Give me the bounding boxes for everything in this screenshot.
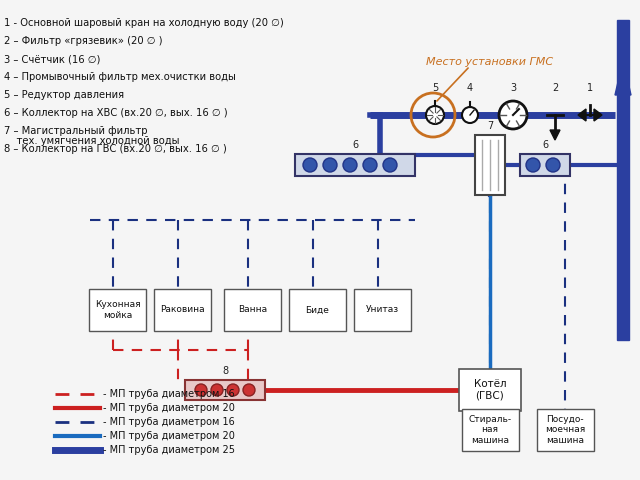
FancyBboxPatch shape (289, 289, 346, 331)
Text: - МП труба диаметром 16: - МП труба диаметром 16 (103, 389, 235, 399)
Bar (617, 20, 629, 340)
Text: 2 – Фильтр «грязевик» (20 ∅ ): 2 – Фильтр «грязевик» (20 ∅ ) (4, 36, 163, 46)
FancyBboxPatch shape (459, 369, 521, 411)
Text: - МП труба диаметром 16: - МП труба диаметром 16 (103, 417, 235, 427)
Text: 5 – Редуктор давления: 5 – Редуктор давления (4, 90, 124, 100)
Text: Место установки ГМС: Место установки ГМС (426, 57, 554, 67)
Circle shape (383, 158, 397, 172)
Circle shape (303, 158, 317, 172)
Text: 6: 6 (542, 140, 548, 150)
Polygon shape (615, 60, 631, 95)
Text: Унитаз: Унитаз (366, 305, 399, 314)
Circle shape (343, 158, 357, 172)
Circle shape (546, 158, 560, 172)
Circle shape (211, 384, 223, 396)
Text: - МП труба диаметром 20: - МП труба диаметром 20 (103, 403, 235, 413)
FancyBboxPatch shape (224, 289, 281, 331)
Text: 2: 2 (552, 83, 558, 93)
Circle shape (195, 384, 207, 396)
Text: тех. умягчения холодной воды: тех. умягчения холодной воды (4, 136, 179, 146)
Text: 4 – Промывочный фильтр мех.очистки воды: 4 – Промывочный фильтр мех.очистки воды (4, 72, 236, 82)
FancyBboxPatch shape (89, 289, 146, 331)
Text: 3: 3 (510, 83, 516, 93)
Text: Котёл
(ГВС): Котёл (ГВС) (474, 379, 506, 401)
Text: Биде: Биде (305, 305, 330, 314)
Polygon shape (550, 130, 560, 140)
Text: - МП труба диаметром 25: - МП труба диаметром 25 (103, 445, 235, 455)
FancyBboxPatch shape (354, 289, 411, 331)
Text: 7: 7 (487, 121, 493, 131)
Text: 6: 6 (352, 140, 358, 150)
Circle shape (227, 384, 239, 396)
Text: Ванна: Ванна (238, 305, 267, 314)
FancyBboxPatch shape (475, 135, 505, 195)
Text: 8 – Коллектор на ГВС (вх.20 ∅, вых. 16 ∅ ): 8 – Коллектор на ГВС (вх.20 ∅, вых. 16 ∅… (4, 144, 227, 154)
Polygon shape (594, 109, 602, 121)
Text: Посудо-
моечная
машина: Посудо- моечная машина (545, 415, 585, 445)
FancyBboxPatch shape (154, 289, 211, 331)
Circle shape (426, 106, 444, 124)
Text: 1: 1 (587, 83, 593, 93)
Text: 6 – Коллектор на ХВС (вх.20 ∅, вых. 16 ∅ ): 6 – Коллектор на ХВС (вх.20 ∅, вых. 16 ∅… (4, 108, 228, 118)
Text: Стираль-
ная
машина: Стираль- ная машина (468, 415, 511, 445)
Circle shape (499, 101, 527, 129)
Text: Раковина: Раковина (160, 305, 205, 314)
FancyBboxPatch shape (520, 154, 570, 176)
Text: - МП труба диаметром 20: - МП труба диаметром 20 (103, 431, 235, 441)
Circle shape (363, 158, 377, 172)
Text: 8: 8 (222, 366, 228, 376)
Text: 7 – Магистральный фильтр: 7 – Магистральный фильтр (4, 126, 147, 136)
Circle shape (323, 158, 337, 172)
FancyBboxPatch shape (185, 380, 265, 400)
FancyBboxPatch shape (536, 409, 593, 451)
FancyBboxPatch shape (461, 409, 518, 451)
Text: 3 – Счётчик (16 ∅): 3 – Счётчик (16 ∅) (4, 54, 100, 64)
Text: 5: 5 (432, 83, 438, 93)
Circle shape (462, 107, 478, 123)
FancyBboxPatch shape (295, 154, 415, 176)
Text: 4: 4 (467, 83, 473, 93)
Circle shape (243, 384, 255, 396)
Polygon shape (578, 109, 586, 121)
Text: 1 - Основной шаровый кран на холодную воду (20 ∅): 1 - Основной шаровый кран на холодную во… (4, 18, 284, 28)
Circle shape (526, 158, 540, 172)
Text: Кухонная
мойка: Кухонная мойка (95, 300, 140, 320)
